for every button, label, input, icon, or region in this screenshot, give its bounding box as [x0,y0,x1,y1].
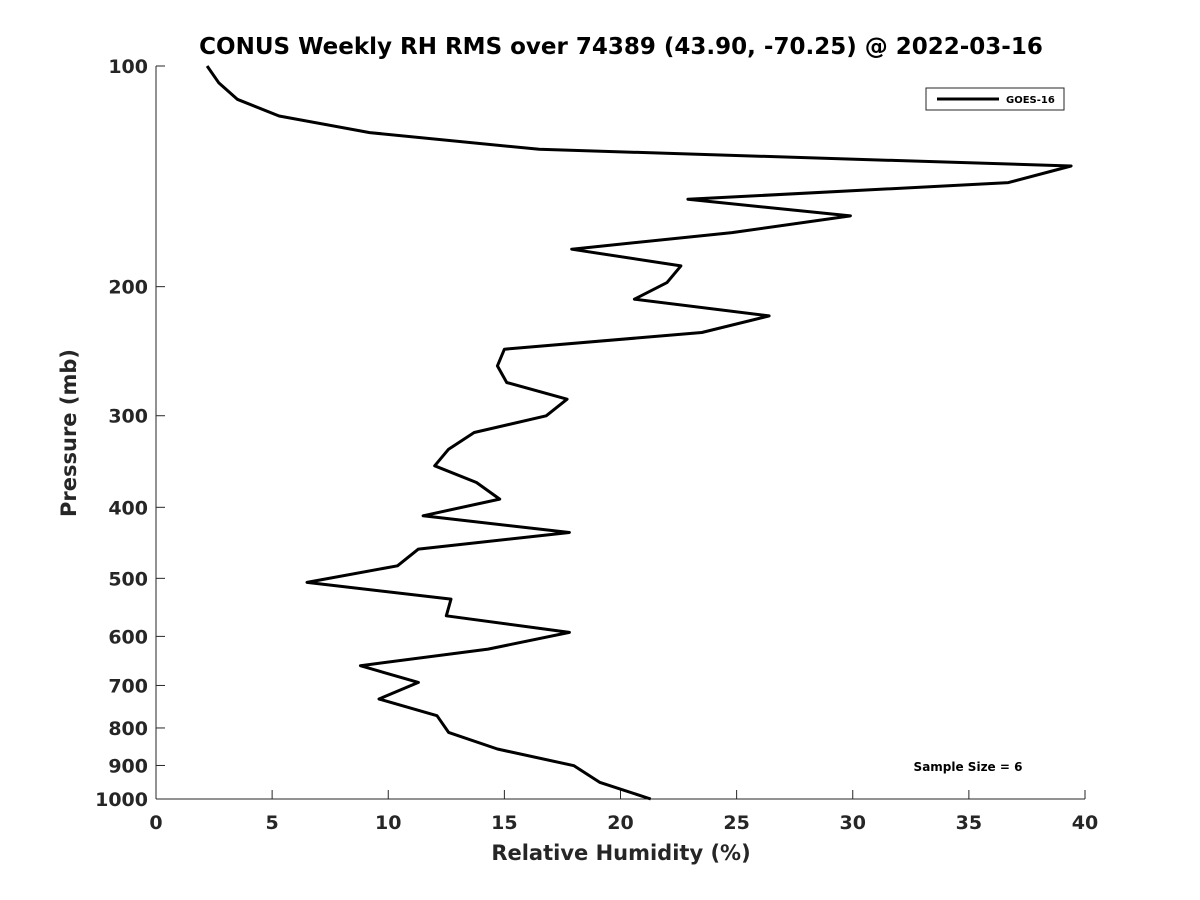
x-tick-label: 15 [491,812,517,834]
y-tick-label: 200 [108,277,148,299]
x-tick-label: 10 [375,812,401,834]
y-tick-label: 1000 [95,789,148,811]
x-tick-label: 20 [607,812,633,834]
x-axis-label: Relative Humidity (%) [491,841,750,865]
chart-title: CONUS Weekly RH RMS over 74389 (43.90, -… [199,34,1043,60]
legend: GOES-16 [925,87,1065,111]
plot-area: 0 5 10 15 20 25 30 35 40 100 200 300 400 500 600 700 80… [95,56,1098,834]
y-tick-label: 400 [108,497,148,519]
x-tick-label: 35 [956,812,982,834]
x-tick-label: 40 [1072,812,1098,834]
y-tick-label: 500 [108,568,148,590]
x-tick-label: 30 [840,812,866,834]
x-tick-label: 25 [723,812,749,834]
series-layer [205,65,1073,801]
sample-size-annotation: Sample Size = 6 [914,760,1023,774]
y-tick-label: 700 [108,675,148,697]
x-tick-label: 0 [149,812,162,834]
y-tick-label: 300 [108,406,148,428]
x-axis-ticks: 0 5 10 15 20 25 30 35 40 [149,790,1098,834]
y-tick-label: 800 [108,718,148,740]
legend-label-goes-16: GOES-16 [1006,95,1055,106]
series-line-goes-16 [205,65,1073,801]
x-tick-label: 5 [266,812,279,834]
y-tick-label: 600 [108,626,148,648]
y-tick-label: 900 [108,755,148,777]
y-axis-label: Pressure (mb) [57,349,81,517]
y-axis-ticks: 100 200 300 400 500 600 700 800 900 1000 [95,56,165,811]
y-tick-label: 100 [108,56,148,78]
